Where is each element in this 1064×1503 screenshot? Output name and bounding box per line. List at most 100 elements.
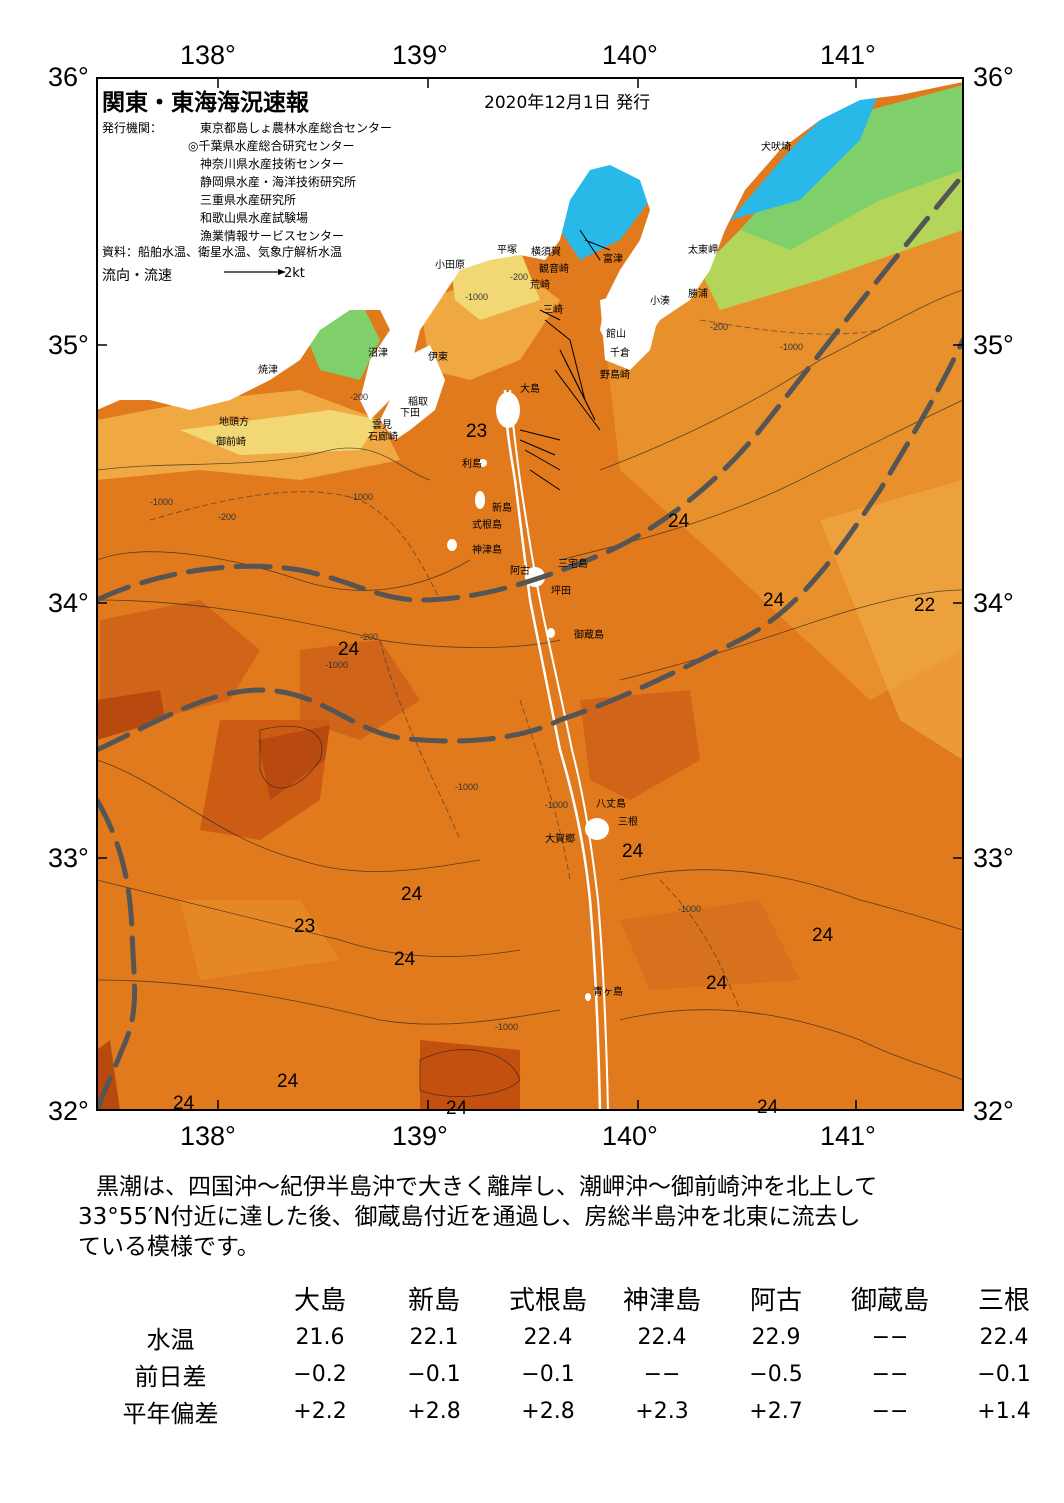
place-mikurajima: 御蔵島 — [574, 628, 604, 641]
graticule-ticks — [97, 78, 963, 1110]
data-source: 資料：船舶水温、衛星水温、気象庁解析水温 — [102, 245, 343, 259]
map-title: 関東・東海海況速報 — [102, 90, 309, 116]
place-shimoda: 下田 — [400, 408, 420, 419]
oshima-island — [496, 392, 520, 428]
stat-value: +1.4 — [977, 1399, 1031, 1424]
lon-top-141: 141° — [820, 40, 876, 70]
station-name: 式根島 — [508, 1285, 587, 1316]
org-item: 神奈川県水産技術センター — [200, 157, 345, 171]
stat-value: +2.8 — [407, 1399, 461, 1424]
place-okago: 大賀郷 — [545, 832, 575, 845]
mikurajima-island — [547, 628, 555, 638]
organizations-label: 発行機関： — [102, 121, 163, 135]
temp-label: 24 — [757, 1097, 779, 1118]
place-arasaki: 荒崎 — [530, 278, 550, 291]
stat-value: 22.1 — [409, 1325, 459, 1350]
depth-label: -1000 — [350, 492, 373, 502]
place-hiratsuka: 平塚 — [497, 244, 517, 256]
place-inatori: 稲取 — [408, 396, 428, 408]
temp-label: 24 — [706, 973, 728, 994]
depth-label: -1000 — [325, 660, 348, 670]
temp-label: 24 — [763, 590, 785, 611]
stat-value: 21.6 — [295, 1325, 345, 1350]
place-yaizu: 焼津 — [258, 364, 278, 376]
lon-bottom-140: 140° — [602, 1121, 658, 1151]
depth-label: -1000 — [545, 800, 568, 810]
stat-value: −− — [871, 1325, 909, 1350]
temp-label: 24 — [394, 949, 416, 970]
place-ako: 阿古 — [510, 564, 530, 577]
legend-arrowhead — [278, 269, 286, 275]
lat-left-35: 35° — [48, 330, 89, 360]
kozushima-island — [447, 539, 457, 551]
temp-label: 24 — [277, 1071, 299, 1092]
place-odawara: 小田原 — [435, 259, 465, 271]
place-taitomisaki: 太東岬 — [688, 243, 718, 256]
place-inubozaki: 犬吠埼 — [761, 140, 791, 153]
stats-header-row: 大島 新島 式根島 神津島 阿古 御蔵島 三根 — [78, 1277, 1061, 1319]
lat-left-32: 32° — [48, 1096, 89, 1126]
place-katsuura: 勝浦 — [688, 287, 708, 300]
niijima-island — [475, 491, 485, 509]
stats-row-anomaly: 平年偏差 +2.2 +2.8 +2.8 +2.3 +2.7 −− +1.4 — [78, 1393, 1061, 1430]
temp-label: 24 — [446, 1098, 468, 1119]
organizations-list: 東京都島しょ農林水産総合センター ◎千葉県水産総合研究センター 神奈川県水産技術… — [188, 119, 392, 245]
station-name: 三根 — [977, 1285, 1030, 1316]
place-kannonzaki: 観音崎 — [539, 262, 569, 275]
axis-labels: 138° 139° 140° 141° 138° 139° 140° 141° … — [48, 40, 1014, 1151]
depth-label: -200 — [218, 512, 236, 522]
temp-label: 24 — [173, 1093, 195, 1114]
depth-label: -200 — [710, 322, 728, 332]
station-name: 御蔵島 — [850, 1285, 929, 1316]
description-line: 黒潮は、四国沖～紀伊半島沖で大きく離岸し、潮岬沖～御前崎沖を北上して — [96, 1174, 878, 1200]
stat-value: 22.4 — [523, 1325, 573, 1350]
map-frame — [96, 77, 964, 1111]
place-futtsu: 富津 — [603, 252, 623, 265]
station-name: 新島 — [407, 1285, 460, 1316]
stat-value: −− — [643, 1362, 681, 1387]
ship-track — [503, 389, 602, 1110]
current-legend-speed: 2kt — [284, 266, 305, 281]
stat-value: +2.8 — [521, 1399, 575, 1424]
stat-value: +2.2 — [293, 1399, 347, 1424]
temp-label: 24 — [668, 511, 690, 532]
place-labels: 犬吠埼 太東岬 勝浦 小湊 富津 館山 千倉 野島崎 小田原 平塚 横須賀 観音… — [216, 140, 791, 998]
depth-label: -1000 — [678, 904, 701, 914]
issue-date: 2020年12月1日 発行 — [484, 93, 651, 113]
temp-label: 24 — [622, 841, 644, 862]
lon-bottom-141: 141° — [820, 1121, 876, 1151]
temp-label: 24 — [812, 925, 834, 946]
lon-bottom-139: 139° — [392, 1121, 448, 1151]
place-chikura: 千倉 — [610, 346, 630, 359]
station-name: 神津島 — [622, 1285, 701, 1316]
ocean-layer — [97, 78, 963, 1110]
place-tateyama: 館山 — [606, 327, 626, 340]
stat-value: 22.9 — [751, 1325, 801, 1350]
place-miyakejima: 三宅島 — [558, 557, 588, 570]
org-item: 漁業情報サービスセンター — [200, 229, 345, 243]
temp-label: 22 — [914, 595, 935, 616]
depth-label: -1000 — [495, 1022, 518, 1032]
hachijojima-island — [585, 818, 609, 840]
temp-label: 24 — [338, 639, 360, 660]
place-aogashima: 青ヶ島 — [593, 985, 623, 998]
temp-label: 23 — [466, 421, 487, 442]
contour-lines — [97, 289, 963, 1097]
lon-top-140: 140° — [602, 40, 658, 70]
depth-labels: -200 -1000 -200 -1000 -200 -1000 -1000 -… — [150, 272, 803, 1032]
place-ito: 伊東 — [428, 350, 448, 363]
org-item: 和歌山県水産試験場 — [200, 211, 309, 225]
lat-right-36: 36° — [973, 62, 1014, 92]
row-label: 平年偏差 — [122, 1400, 219, 1428]
stat-value: −0.5 — [749, 1362, 803, 1387]
lat-right-32: 32° — [973, 1096, 1014, 1126]
stat-value: +2.7 — [749, 1399, 803, 1424]
depth-label: -200 — [510, 272, 528, 282]
place-kominato: 小湊 — [650, 294, 670, 307]
description-line: ている模様です。 — [78, 1234, 260, 1260]
lon-bottom-138: 138° — [180, 1121, 236, 1151]
temperature-labels: 23 24 24 24 22 24 24 24 23 24 24 24 24 2… — [173, 421, 935, 1119]
depth-label: -200 — [350, 392, 368, 402]
lon-top-138: 138° — [180, 40, 236, 70]
station-stats-table: 大島 新島 式根島 神津島 阿古 御蔵島 三根 水温 21.6 22.1 22.… — [78, 1277, 1061, 1430]
